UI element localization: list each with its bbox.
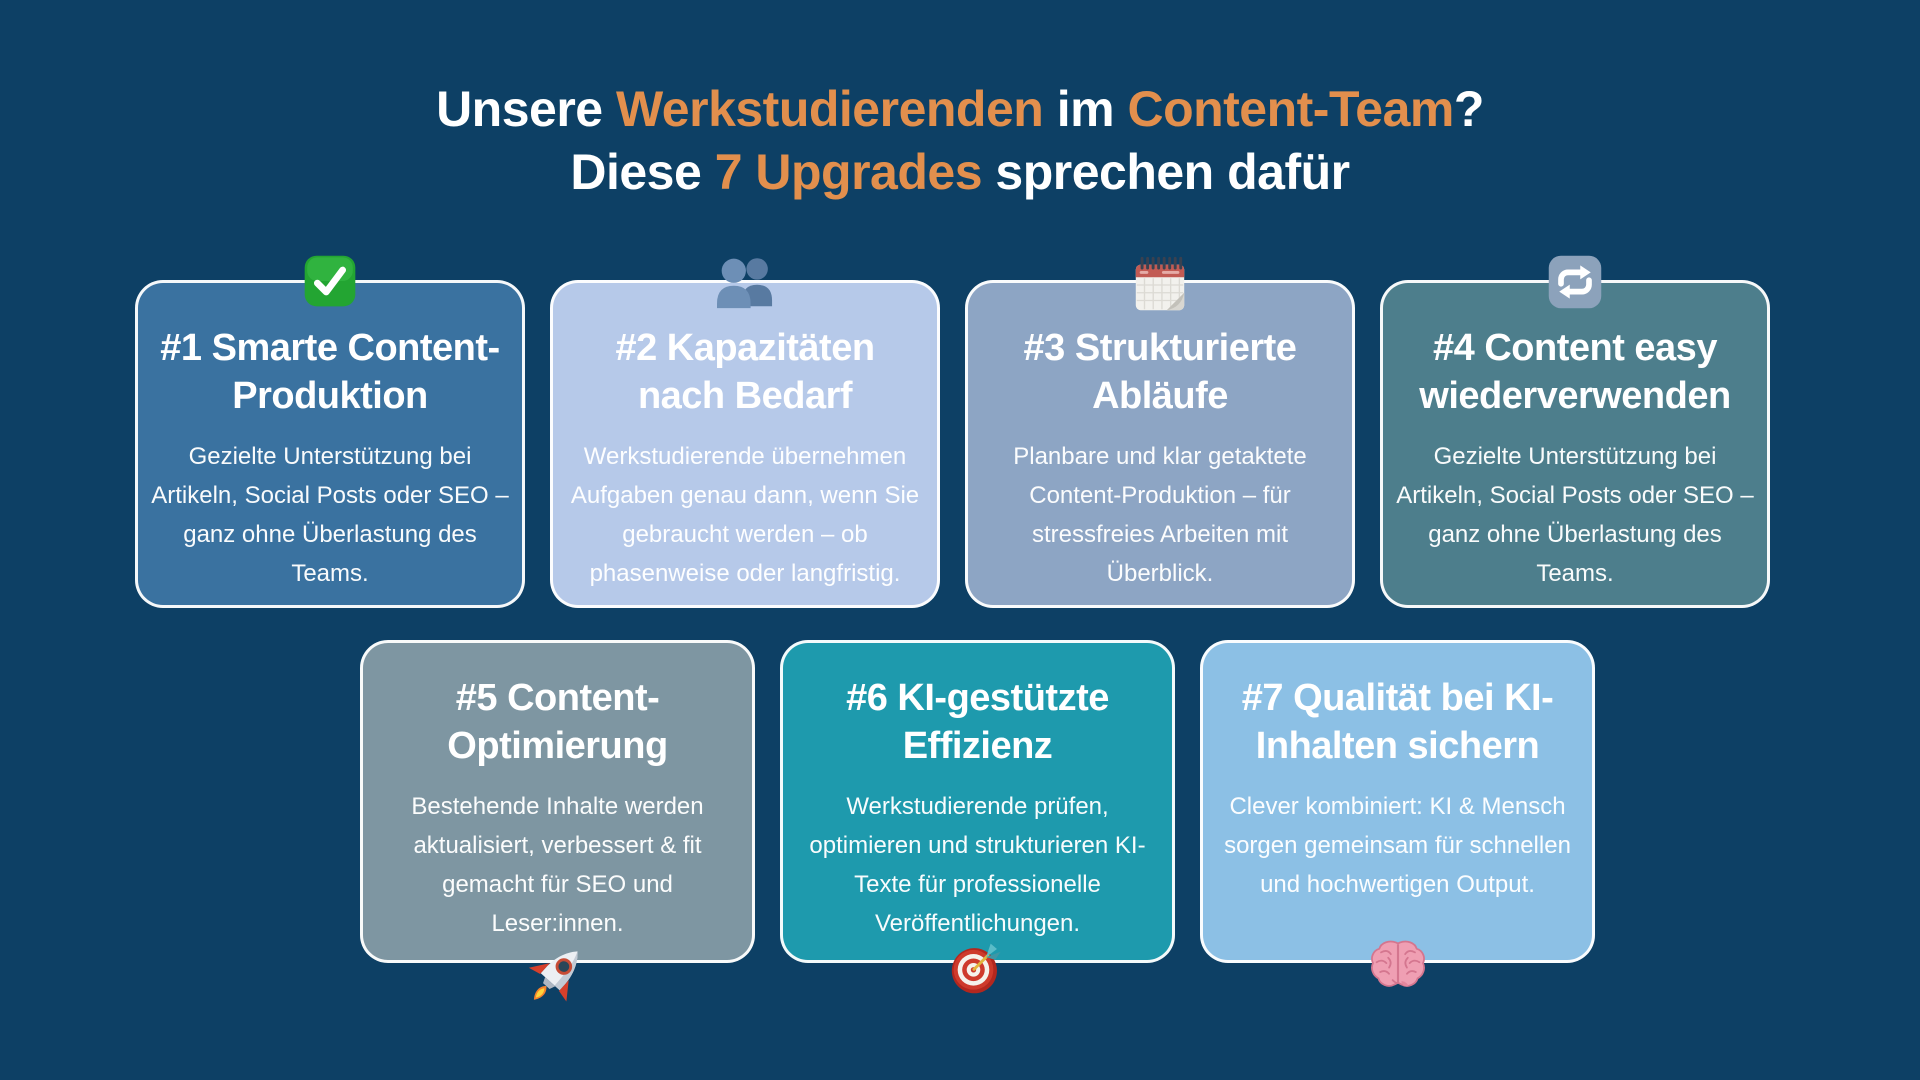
card-body: Gezielte Unterstützung bei Artikeln, Soc… [151,443,509,587]
card-body: Clever kombiniert: KI & Mensch sorgen ge… [1224,793,1571,898]
upgrade-card-7: #7 Qualität bei KI- Inhalten sichern Clev… [1200,640,1595,987]
title-line-2: Diese 7 Upgrades sprechen dafür [0,141,1920,204]
brain-icon [1369,939,1427,989]
title-line-1: Unsere Werkstudierenden im Content-Team? [0,78,1920,141]
card-row-top: #1 Smarte Content- Produktion Gezielte Un… [135,255,1770,608]
title-text: sprechen dafür [982,144,1350,200]
check-mark-icon [303,254,357,308]
page-title: Unsere Werkstudierenden im Content-Team?… [0,78,1920,204]
title-text: Diese [570,144,715,200]
card-body: Bestehende Inhalte werden aktualisiert, … [411,793,704,937]
upgrade-card-2: #2 Kapazitäten nach Bedarf Werkstudierend… [550,258,940,608]
card-body: Werkstudierende übernehmen Aufgaben gena… [570,443,920,587]
busts-in-silhouette-icon [709,254,781,310]
upgrade-card-4: #4 Content easy wiederverwenden Gezielte … [1380,255,1770,608]
card-body: Planbare und klar getaktete Content-Prod… [1013,443,1307,587]
title-text: ? [1453,81,1485,137]
card-body: Gezielte Unterstützung bei Artikeln, Soc… [1396,443,1754,587]
card-title: #4 Content easy wiederverwenden [1419,327,1731,417]
card-body: Werkstudierende prüfen, optimieren und s… [809,793,1146,937]
card-title: #5 Content- Optimierung [447,677,668,767]
card-title: #2 Kapazitäten nach Bedarf [615,327,875,417]
spiral-calendar-icon [1129,254,1191,316]
title-text: im [1043,81,1128,137]
title-text: Unsere [436,81,617,137]
upgrade-card-6: #6 KI-gestützte Effizienz Werkstudierende… [780,640,1175,994]
rocket-icon [523,940,593,1010]
title-highlight-content-team: Content-Team [1127,81,1454,137]
repeat-icon [1547,254,1603,310]
dart-target-icon [949,940,1007,996]
title-highlight-7-upgrades: 7 Upgrades [714,144,983,200]
card-title: #1 Smarte Content- Produktion [160,327,500,417]
card-row-bottom: #5 Content- Optimierung Bestehende Inhalt… [360,640,1595,1002]
card-title: #3 Strukturierte Abläufe [1023,327,1297,417]
card-title: #6 KI-gestützte Effizienz [846,677,1109,767]
upgrade-card-5: #5 Content- Optimierung Bestehende Inhalt… [360,640,755,1002]
title-highlight-werkstudierenden: Werkstudierenden [616,81,1044,137]
upgrade-card-3: #3 Strukturierte Abläufe Planbare und kla… [965,256,1355,608]
upgrade-card-1: #1 Smarte Content- Produktion Gezielte Un… [135,255,525,608]
card-title: #7 Qualität bei KI- Inhalten sichern [1241,677,1554,767]
